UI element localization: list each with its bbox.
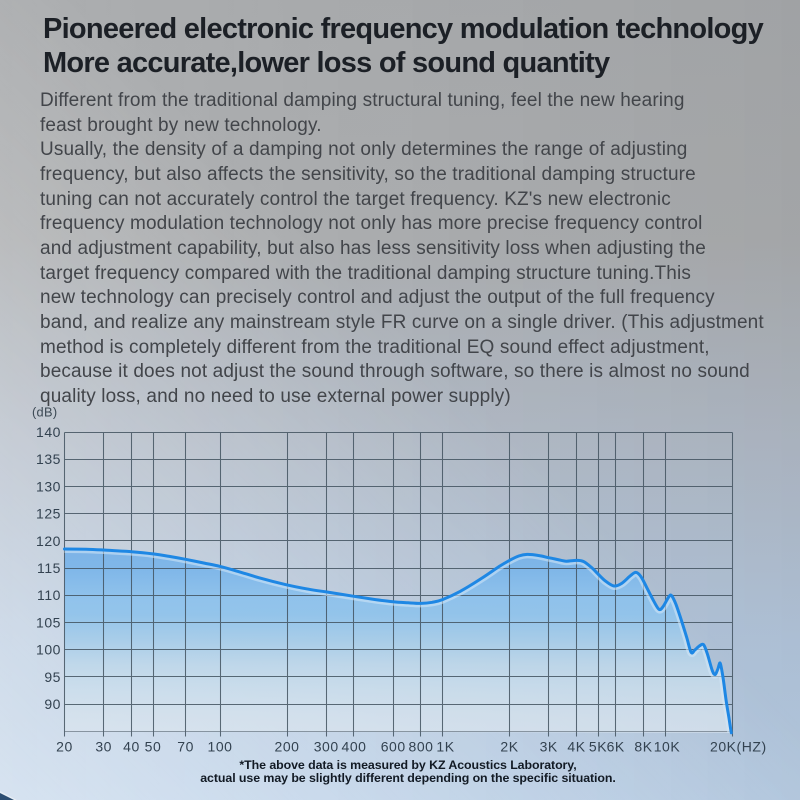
svg-text:100: 100 (36, 642, 61, 658)
svg-text:800: 800 (408, 739, 433, 755)
svg-text:4K: 4K (567, 739, 585, 755)
svg-text:30: 30 (95, 739, 112, 755)
svg-text:70: 70 (177, 739, 194, 755)
svg-text:300: 300 (314, 739, 339, 755)
svg-text:20: 20 (56, 739, 73, 755)
svg-text:40: 40 (123, 739, 140, 755)
svg-text:3K: 3K (540, 739, 558, 755)
svg-text:20K(HZ): 20K(HZ) (710, 739, 767, 755)
svg-text:6K: 6K (607, 739, 625, 755)
svg-text:135: 135 (36, 451, 61, 467)
svg-text:130: 130 (36, 478, 61, 494)
svg-text:120: 120 (36, 533, 61, 549)
svg-text:2K: 2K (500, 739, 518, 755)
svg-text:1K: 1K (436, 739, 454, 755)
svg-text:100: 100 (207, 739, 232, 755)
svg-text:125: 125 (36, 506, 61, 522)
svg-text:95: 95 (44, 669, 61, 685)
svg-text:200: 200 (274, 739, 299, 755)
svg-text:105: 105 (36, 614, 61, 630)
svg-text:600: 600 (381, 739, 406, 755)
svg-text:400: 400 (341, 739, 366, 755)
svg-text:90: 90 (44, 696, 61, 712)
svg-text:5K: 5K (589, 739, 607, 755)
svg-text:115: 115 (37, 560, 61, 576)
svg-text:110: 110 (37, 587, 61, 603)
svg-text:140: 140 (36, 424, 61, 440)
svg-text:(dB): (dB) (32, 405, 57, 420)
svg-text:50: 50 (145, 739, 162, 755)
svg-text:10K: 10K (654, 739, 681, 755)
svg-text:8K: 8K (634, 739, 652, 755)
